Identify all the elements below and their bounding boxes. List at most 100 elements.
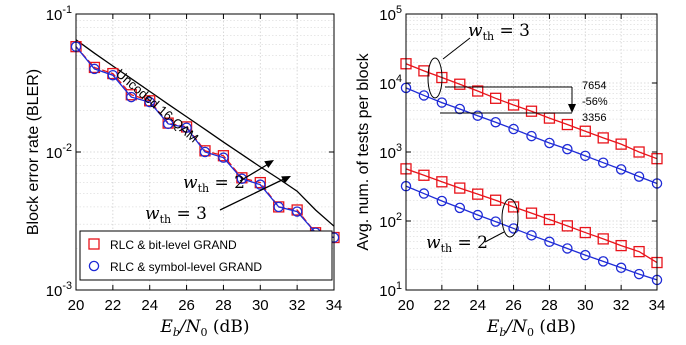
x-tick-label: 32 [613, 297, 630, 314]
legend-marker-circle [88, 260, 100, 272]
data-point-square [615, 138, 627, 150]
arrow-head [264, 160, 274, 169]
annotation-wth-2: wth = 2 [426, 233, 488, 255]
data-point-square [489, 194, 502, 206]
data-point-circle [580, 249, 591, 261]
data-point-square [489, 92, 502, 104]
data-point-circle [236, 173, 248, 184]
data-point-circle [508, 123, 519, 135]
data-point-circle [454, 103, 466, 115]
data-point-square [454, 78, 466, 90]
series-line-3 [75, 46, 335, 239]
x-tick-label: 20 [398, 297, 415, 314]
annotation-wth-2: wth = 2 [183, 173, 245, 195]
annotation-wth-3: wth = 3 [468, 21, 530, 43]
data-point-square [472, 188, 484, 200]
data-point-circle [89, 63, 100, 75]
data-point-circle [144, 96, 155, 108]
x-axis-label: Eb/N0 (dB) [159, 317, 249, 339]
data-point-square [597, 132, 609, 144]
data-point-square [633, 245, 645, 258]
data-point-circle [107, 69, 119, 81]
data-point-circle [490, 116, 501, 128]
data-point-square [561, 118, 574, 131]
data-point-square [507, 99, 520, 111]
data-point-square [615, 239, 627, 252]
data-point-circle [490, 216, 501, 227]
y-tick-label: 104 [379, 73, 402, 93]
series-line-1 [405, 63, 658, 160]
annotation-leader [442, 37, 471, 60]
chart-panel-2: 20 22 24 26 28 30 32 34 101 102 103 104 105 Eb/N0 (dB… [355, 4, 665, 339]
data-point-circle [544, 236, 555, 248]
data-point-square [418, 169, 430, 181]
y-axis-label: Avg. num. of tests per block [355, 52, 372, 250]
data-point-circle [436, 195, 448, 207]
annotation-wth-3: wth = 3 [145, 204, 207, 226]
legend-marker-square [88, 238, 100, 250]
series-line-2 [75, 46, 335, 239]
arrow-head [281, 176, 291, 184]
data-point-circle [472, 209, 483, 221]
x-tick-label: 28 [215, 297, 232, 314]
x-axis-label: Eb/N0 (dB) [486, 317, 576, 339]
x-tick-label: 20 [68, 297, 85, 314]
highlight-ellipse [501, 198, 519, 238]
annotation-arrow [239, 162, 271, 182]
x-tick-label: 26 [505, 297, 522, 314]
delta-value-bottom: 3356 [582, 112, 606, 124]
data-point-circle [526, 230, 537, 241]
x-tick-label: 34 [326, 297, 343, 314]
x-tick-label: 30 [252, 297, 269, 314]
data-point-circle [126, 91, 137, 103]
legend-entry: RLC & symbol-level GRAND [110, 260, 262, 274]
data-point-square [525, 105, 538, 117]
series-line-1 [75, 39, 335, 227]
x-tick-label: 24 [469, 297, 486, 314]
data-point-circle [633, 171, 645, 182]
series-line-2 [405, 87, 658, 185]
data-point-square [525, 207, 538, 219]
x-tick-label: 22 [105, 297, 122, 314]
grid [75, 13, 335, 291]
chart-panel-1: 20 22 24 26 28 30 32 34 10-3 10-2 10-1 Eb/N0 (dB) Bl… [25, 4, 342, 339]
y-tick-label: 105 [379, 4, 402, 24]
data-point-circle [255, 179, 266, 190]
data-point-circle [508, 223, 519, 234]
legend-entry: RLC & bit-level GRAND [110, 238, 237, 252]
arrow-head [568, 104, 576, 113]
x-tick-label: 30 [577, 297, 594, 314]
data-point-square [597, 233, 609, 245]
annotation-leader [484, 231, 505, 243]
data-point-square [472, 85, 484, 97]
data-point-square [436, 176, 448, 188]
data-point-circle [597, 256, 609, 267]
data-point-circle [472, 110, 483, 121]
x-tick-label: 26 [178, 297, 195, 314]
data-point-circle [273, 201, 284, 213]
data-point-circle [633, 268, 645, 280]
data-point-circle [615, 262, 627, 274]
data-point-square [454, 182, 466, 194]
x-tick-label: 34 [649, 297, 666, 314]
x-tick-label: 28 [541, 297, 558, 314]
delta-percentage: -56% [582, 96, 608, 108]
data-point-circle [454, 202, 466, 214]
y-axis-label: Block error rate (BLER) [25, 69, 42, 235]
legend: RLC & bit-level GRAND RLC & symbol-level … [79, 230, 333, 281]
data-point-circle [580, 150, 591, 162]
annotation-arrow [219, 178, 285, 211]
data-point-circle [162, 118, 174, 130]
data-point-circle [562, 243, 573, 254]
data-point-square [579, 125, 591, 137]
data-point-square [633, 146, 645, 158]
data-point-circle [199, 146, 211, 158]
y-tick-label: 101 [379, 280, 402, 300]
y-tick-label: 10-2 [46, 142, 72, 162]
data-point-square [561, 220, 574, 232]
x-tick-label: 32 [289, 297, 306, 314]
data-point-circle [562, 143, 573, 155]
data-point-circle [181, 122, 192, 133]
series-line-4 [405, 185, 658, 281]
